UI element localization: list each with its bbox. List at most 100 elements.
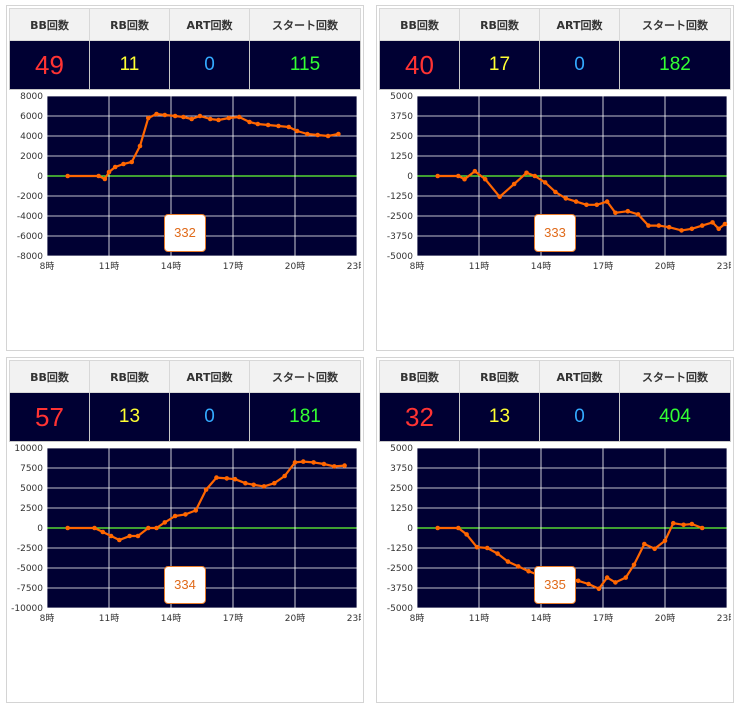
data-point bbox=[542, 180, 548, 185]
data-point bbox=[716, 226, 722, 232]
data-point bbox=[137, 143, 143, 149]
x-tick-label: 23時 bbox=[347, 613, 361, 624]
x-tick-label: 11時 bbox=[469, 613, 489, 624]
machine-number-button[interactable]: 332 bbox=[164, 214, 206, 252]
art-header: ART回数 bbox=[169, 7, 250, 42]
y-tick-label: -3750 bbox=[387, 584, 413, 594]
data-point bbox=[300, 459, 306, 464]
y-tick-label: -5000 bbox=[387, 252, 413, 262]
data-point bbox=[594, 202, 600, 208]
data-point bbox=[464, 532, 469, 537]
rb-count: 11 bbox=[89, 40, 170, 90]
y-tick-label: 5000 bbox=[390, 92, 413, 102]
y-tick-label: 10000 bbox=[14, 444, 43, 454]
data-point bbox=[183, 512, 188, 517]
y-tick-label: -3750 bbox=[387, 232, 413, 242]
data-point bbox=[505, 559, 511, 564]
data-point bbox=[154, 111, 159, 117]
data-point bbox=[515, 564, 521, 569]
data-point bbox=[92, 525, 97, 531]
bb-header: BB回数 bbox=[9, 7, 90, 42]
data-point bbox=[495, 551, 500, 556]
data-point bbox=[172, 113, 178, 119]
rb-header: RB回数 bbox=[89, 359, 170, 394]
data-point bbox=[456, 525, 461, 531]
x-tick-label: 17時 bbox=[593, 261, 613, 272]
data-panel: BB回数 RB回数 ART回数 スタート回数 49 11 0 115 8000 6… bbox=[6, 5, 364, 351]
x-tick-label: 11時 bbox=[99, 261, 119, 272]
x-tick-label: 23時 bbox=[717, 613, 731, 624]
rb-header: RB回数 bbox=[89, 7, 170, 42]
data-point bbox=[666, 224, 672, 230]
x-tick-label: 23時 bbox=[717, 261, 731, 272]
y-tick-label: 2500 bbox=[390, 132, 413, 142]
y-tick-label: -2000 bbox=[17, 192, 43, 202]
data-point bbox=[722, 221, 728, 227]
stats-table: BB回数 RB回数 ART回数 スタート回数 49 11 0 115 bbox=[9, 7, 361, 90]
data-point bbox=[679, 228, 684, 233]
data-point bbox=[236, 114, 242, 120]
data-point bbox=[276, 123, 281, 129]
data-point bbox=[573, 199, 579, 204]
data-point bbox=[112, 164, 118, 170]
data-point bbox=[255, 121, 261, 127]
data-point bbox=[484, 545, 490, 551]
art-count: 0 bbox=[539, 392, 620, 442]
data-point bbox=[106, 169, 112, 175]
x-tick-label: 20時 bbox=[655, 613, 675, 624]
rb-count: 13 bbox=[459, 392, 540, 442]
series-line bbox=[67, 460, 345, 542]
data-point bbox=[282, 473, 287, 479]
x-tick-label: 11時 bbox=[99, 613, 119, 624]
data-point bbox=[197, 113, 203, 119]
data-point bbox=[526, 568, 531, 574]
data-point bbox=[154, 525, 159, 531]
data-point bbox=[336, 131, 341, 137]
y-tick-label: -5000 bbox=[17, 564, 43, 574]
data-point bbox=[435, 173, 440, 179]
y-tick-label: -2500 bbox=[387, 212, 413, 222]
data-point bbox=[261, 484, 267, 489]
data-point bbox=[652, 546, 657, 552]
data-point bbox=[145, 525, 151, 531]
rb-count: 17 bbox=[459, 40, 540, 90]
y-tick-label: -10000 bbox=[11, 604, 43, 614]
y-tick-label: 1250 bbox=[390, 152, 413, 162]
data-point bbox=[325, 133, 331, 139]
bb-count: 40 bbox=[379, 40, 460, 90]
data-point bbox=[305, 131, 310, 137]
data-point bbox=[625, 208, 631, 214]
y-tick-label: -6000 bbox=[17, 232, 43, 242]
data-point bbox=[181, 114, 186, 120]
machine-number-button[interactable]: 335 bbox=[534, 566, 576, 604]
start-header: スタート回数 bbox=[249, 7, 361, 42]
rb-header: RB回数 bbox=[459, 359, 540, 394]
data-point bbox=[172, 513, 178, 519]
y-tick-label: 2500 bbox=[20, 504, 43, 514]
x-tick-label: 14時 bbox=[161, 261, 181, 272]
art-header: ART回数 bbox=[539, 359, 620, 394]
data-point bbox=[247, 119, 252, 125]
y-tick-label: -1250 bbox=[387, 544, 413, 554]
data-point bbox=[129, 159, 135, 165]
data-point bbox=[563, 196, 569, 201]
stats-table: BB回数 RB回数 ART回数 スタート回数 40 17 0 182 bbox=[379, 7, 731, 90]
data-point bbox=[604, 575, 610, 580]
data-point bbox=[162, 520, 168, 525]
data-point bbox=[681, 522, 686, 528]
data-panel: BB回数 RB回数 ART回数 スタート回数 32 13 0 404 5000 3… bbox=[376, 357, 734, 703]
data-point bbox=[207, 116, 213, 122]
y-tick-label: -4000 bbox=[17, 212, 43, 222]
data-point bbox=[662, 538, 668, 544]
machine-number-button[interactable]: 334 bbox=[164, 566, 206, 604]
data-point bbox=[584, 202, 589, 208]
data-point bbox=[670, 520, 676, 526]
data-point bbox=[226, 115, 232, 121]
y-tick-label: 6000 bbox=[20, 112, 43, 122]
data-point bbox=[646, 223, 651, 228]
x-tick-label: 8時 bbox=[40, 613, 55, 624]
machine-number-button[interactable]: 333 bbox=[534, 214, 576, 252]
data-point bbox=[162, 112, 168, 118]
data-point bbox=[203, 487, 209, 492]
data-point bbox=[121, 161, 126, 167]
